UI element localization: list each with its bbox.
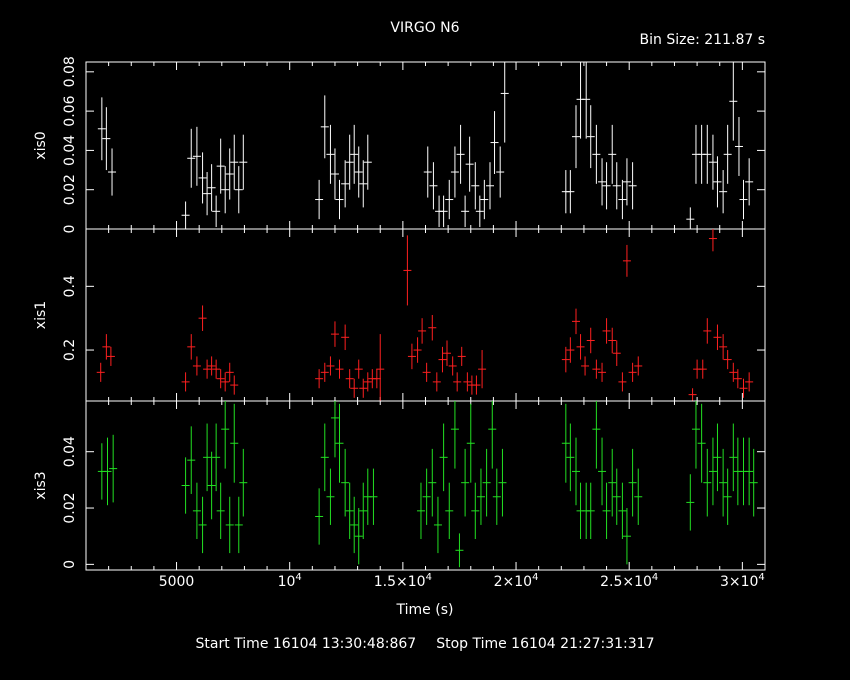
start-time: Start Time 16104 13:30:48:867 <box>195 636 417 652</box>
chart-title: VIRGO N6 <box>390 20 459 36</box>
y-tick-label: 0.06 <box>62 95 78 126</box>
x-tick-label: 104 <box>278 572 302 590</box>
y-axis-label-xis1: xis1 <box>33 301 49 329</box>
x-tick-label: 3×104 <box>720 572 765 590</box>
x-tick-label: 2.5×104 <box>600 572 658 590</box>
y-tick-label: 0.2 <box>62 339 78 361</box>
y-tick-label: 0.02 <box>62 174 78 205</box>
y-tick-label: 0.02 <box>62 492 78 523</box>
panel-frame-xis0 <box>85 61 766 230</box>
panel-frame-xis1 <box>85 228 766 402</box>
y-tick-label: 0.08 <box>62 56 78 87</box>
y-tick-label: 0 <box>62 225 78 234</box>
x-tick-label: 5000 <box>159 574 195 590</box>
stop-time: Stop Time 16104 21:27:31:317 <box>436 636 655 652</box>
time-range-footer: Start Time 16104 13:30:48:867 Stop Time 1… <box>0 636 850 652</box>
x-tick-label: 2×104 <box>494 572 539 590</box>
x-axis-label: Time (s) <box>396 602 454 618</box>
y-tick-label: 0.04 <box>62 436 78 467</box>
y-tick-label: 0.4 <box>62 275 78 297</box>
y-axis-label-xis3: xis3 <box>33 471 49 499</box>
y-tick-label: 0.04 <box>62 135 78 166</box>
bin-size-label: Bin Size: 211.87 s <box>640 32 765 48</box>
y-tick-label: 0 <box>62 560 78 569</box>
x-tick-label: 1.5×104 <box>374 572 432 590</box>
y-axis-label-xis0: xis0 <box>33 131 49 159</box>
